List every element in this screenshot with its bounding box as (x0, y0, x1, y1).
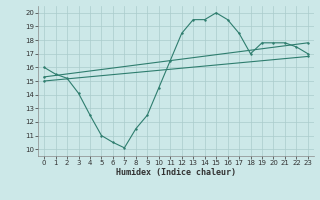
X-axis label: Humidex (Indice chaleur): Humidex (Indice chaleur) (116, 168, 236, 177)
